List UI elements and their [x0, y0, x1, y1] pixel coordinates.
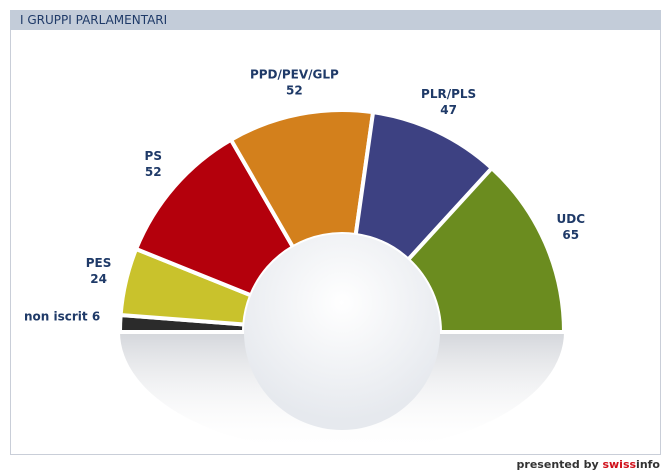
footer-text: presented by — [517, 458, 599, 471]
label-name: PS — [145, 149, 162, 163]
segment-label: non iscrit 6 — [24, 309, 100, 323]
brand: info — [636, 458, 660, 471]
label-name: UDC — [557, 212, 586, 226]
label-name: non iscrit — [24, 309, 88, 323]
label-name: PPD/PEV/GLP — [250, 68, 339, 82]
label-name: PES — [86, 256, 112, 270]
label-value: 52 — [145, 165, 162, 179]
brand: swiss — [602, 458, 636, 471]
label-value: 24 — [90, 272, 107, 286]
footer: presented by swissinfo — [517, 458, 661, 471]
label-value: 65 — [562, 228, 579, 242]
label-value: 47 — [440, 103, 457, 117]
center-hole — [244, 234, 440, 430]
label-value: 52 — [286, 84, 303, 98]
chart-title: I GRUPPI PARLAMENTARI — [20, 13, 167, 27]
label-value: 6 — [92, 309, 100, 323]
header-bar — [10, 10, 661, 30]
label-name: PLR/PLS — [421, 87, 476, 101]
